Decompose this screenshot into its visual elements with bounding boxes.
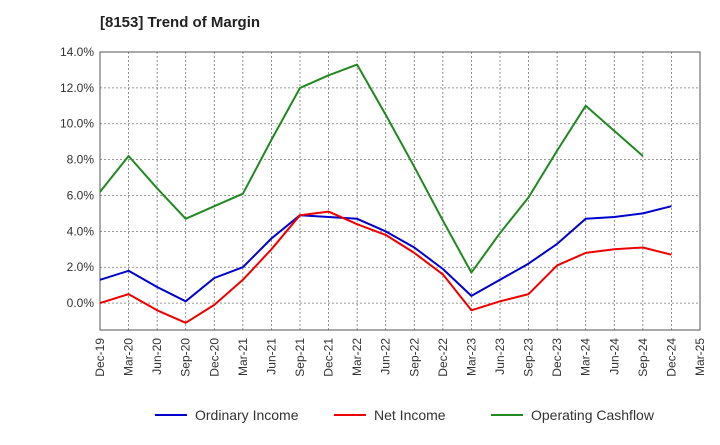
x-tick-label: Jun-24	[607, 338, 621, 375]
y-tick-label: 2.0%	[67, 260, 95, 274]
series-line-ordinary-income	[99, 205, 672, 303]
plot-frame	[99, 51, 701, 331]
x-tick-label: Dec-19	[93, 338, 107, 377]
x-tick-label: Dec-24	[664, 338, 678, 377]
x-tick-label: Mar-21	[236, 338, 250, 376]
x-tick-label: Dec-23	[550, 338, 564, 377]
x-tick-label: Sep-22	[407, 338, 421, 377]
x-tick-label: Mar-24	[579, 338, 593, 376]
x-tick-label: Sep-20	[179, 338, 193, 377]
series-line-operating-cashflow	[99, 63, 644, 274]
x-tick-label: Dec-20	[207, 338, 221, 377]
x-tick-label: Mar-20	[122, 338, 136, 376]
chart-title: [8153] Trend of Margin	[100, 14, 261, 31]
legend-label: Net Income	[374, 407, 446, 423]
x-tick-label: Jun-22	[379, 338, 393, 375]
x-tick-label: Jun-20	[150, 338, 164, 375]
x-tick-label: Mar-25	[693, 338, 707, 376]
x-tick-label: Sep-21	[293, 338, 307, 377]
x-tick-label: Mar-22	[350, 338, 364, 376]
x-tick-label: Dec-22	[436, 338, 450, 377]
y-tick-label: 0.0%	[67, 296, 95, 310]
y-tick-label: 10.0%	[60, 117, 94, 131]
x-tick-label: Jun-23	[493, 338, 507, 375]
legend-label: Ordinary Income	[195, 407, 299, 423]
y-tick-label: 14.0%	[60, 45, 94, 59]
x-tick-label: Sep-23	[522, 338, 536, 377]
x-tick-label: Jun-21	[264, 338, 278, 375]
y-tick-label: 6.0%	[67, 188, 95, 202]
series-line-net-income	[99, 210, 672, 324]
x-tick-label: Dec-21	[322, 338, 336, 377]
y-tick-label: 4.0%	[67, 224, 95, 238]
x-tick-label: Sep-24	[636, 338, 650, 377]
y-tick-label: 8.0%	[67, 153, 95, 167]
x-tick-label: Mar-23	[464, 338, 478, 376]
legend-label: Operating Cashflow	[531, 407, 655, 423]
y-tick-label: 12.0%	[60, 81, 94, 95]
